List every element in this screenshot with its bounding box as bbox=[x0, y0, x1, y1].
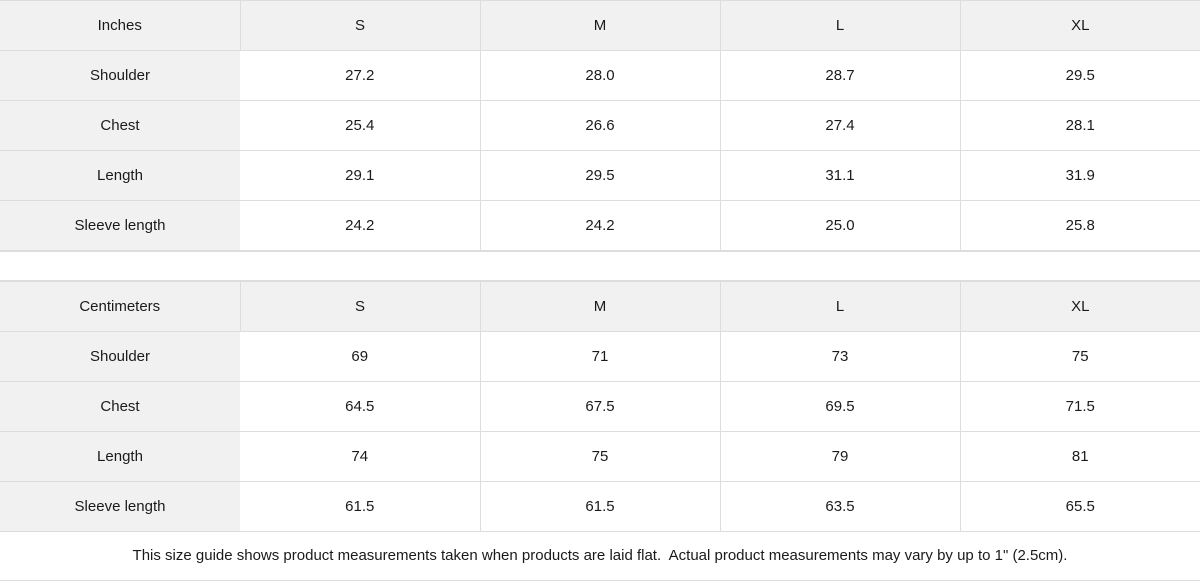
table-row: Length 74 75 79 81 bbox=[0, 431, 1200, 482]
cell-length-m: 75 bbox=[479, 431, 720, 482]
cell-chest-l: 69.5 bbox=[719, 381, 960, 432]
cell-length-m: 29.5 bbox=[479, 150, 720, 201]
cell-shoulder-m: 28.0 bbox=[479, 50, 720, 101]
table-row: Sleeve length 61.5 61.5 63.5 65.5 bbox=[0, 481, 1200, 532]
cell-length-l: 79 bbox=[719, 431, 960, 482]
table-row: Sleeve length 24.2 24.2 25.0 25.8 bbox=[0, 200, 1200, 251]
table-row: Chest 25.4 26.6 27.4 28.1 bbox=[0, 100, 1200, 151]
size-guide-footnote-text: This size guide shows product measuremen… bbox=[132, 547, 1068, 565]
row-label-length: Length bbox=[0, 431, 240, 482]
row-label-length: Length bbox=[0, 150, 240, 201]
row-label-shoulder: Shoulder bbox=[0, 331, 240, 382]
size-table-inches-body: Shoulder 27.2 28.0 28.7 29.5 Chest 25.4 … bbox=[0, 50, 1200, 251]
cell-length-xl: 31.9 bbox=[959, 150, 1200, 201]
cell-sleeve-length-s: 61.5 bbox=[240, 481, 480, 532]
cell-shoulder-s: 69 bbox=[240, 331, 480, 382]
cell-chest-m: 67.5 bbox=[479, 381, 720, 432]
cell-chest-s: 64.5 bbox=[240, 381, 480, 432]
cell-chest-s: 25.4 bbox=[240, 100, 480, 151]
table-row: Shoulder 27.2 28.0 28.7 29.5 bbox=[0, 50, 1200, 101]
cell-chest-xl: 71.5 bbox=[959, 381, 1200, 432]
cell-chest-m: 26.6 bbox=[479, 100, 720, 151]
table-row: Shoulder 69 71 73 75 bbox=[0, 331, 1200, 382]
size-table-centimeters-head: Centimeters S M L XL bbox=[0, 281, 1200, 332]
column-header-m: M bbox=[479, 0, 720, 51]
unit-label-centimeters: Centimeters bbox=[0, 281, 240, 332]
row-label-chest: Chest bbox=[0, 100, 240, 151]
cell-shoulder-xl: 29.5 bbox=[959, 50, 1200, 101]
cell-sleeve-length-xl: 25.8 bbox=[959, 200, 1200, 251]
unit-label-inches: Inches bbox=[0, 0, 240, 51]
cell-sleeve-length-l: 25.0 bbox=[719, 200, 960, 251]
table-row: Length 29.1 29.5 31.1 31.9 bbox=[0, 150, 1200, 201]
cell-shoulder-m: 71 bbox=[479, 331, 720, 382]
row-label-sleeve-length: Sleeve length bbox=[0, 200, 240, 251]
cell-shoulder-xl: 75 bbox=[959, 331, 1200, 382]
row-label-chest: Chest bbox=[0, 381, 240, 432]
cell-shoulder-l: 28.7 bbox=[719, 50, 960, 101]
table-header-row: Centimeters S M L XL bbox=[0, 281, 1200, 332]
table-header-row: Inches S M L XL bbox=[0, 0, 1200, 51]
row-label-shoulder: Shoulder bbox=[0, 50, 240, 101]
table-separator bbox=[0, 251, 1200, 281]
column-header-s: S bbox=[239, 281, 480, 332]
column-header-m: M bbox=[479, 281, 720, 332]
cell-length-s: 74 bbox=[240, 431, 480, 482]
cell-shoulder-l: 73 bbox=[719, 331, 960, 382]
cell-sleeve-length-xl: 65.5 bbox=[959, 481, 1200, 532]
size-guide-footnote-row: This size guide shows product measuremen… bbox=[0, 532, 1200, 581]
cell-shoulder-s: 27.2 bbox=[240, 50, 480, 101]
column-header-xl: XL bbox=[959, 0, 1200, 51]
cell-sleeve-length-m: 24.2 bbox=[479, 200, 720, 251]
size-table-inches-head: Inches S M L XL bbox=[0, 0, 1200, 51]
cell-length-xl: 81 bbox=[959, 431, 1200, 482]
cell-length-s: 29.1 bbox=[240, 150, 480, 201]
cell-sleeve-length-s: 24.2 bbox=[240, 200, 480, 251]
cell-chest-l: 27.4 bbox=[719, 100, 960, 151]
size-table-inches: Inches S M L XL Shoulder 27.2 28.0 28.7 … bbox=[0, 0, 1200, 251]
column-header-l: L bbox=[719, 281, 960, 332]
size-table-centimeters: Centimeters S M L XL Shoulder 69 71 73 7… bbox=[0, 281, 1200, 532]
cell-chest-xl: 28.1 bbox=[959, 100, 1200, 151]
column-header-xl: XL bbox=[959, 281, 1200, 332]
row-label-sleeve-length: Sleeve length bbox=[0, 481, 240, 532]
cell-sleeve-length-l: 63.5 bbox=[719, 481, 960, 532]
size-table-centimeters-body: Shoulder 69 71 73 75 Chest 64.5 67.5 69.… bbox=[0, 331, 1200, 532]
table-row: Chest 64.5 67.5 69.5 71.5 bbox=[0, 381, 1200, 432]
column-header-s: S bbox=[239, 0, 480, 51]
cell-sleeve-length-m: 61.5 bbox=[479, 481, 720, 532]
cell-length-l: 31.1 bbox=[719, 150, 960, 201]
column-header-l: L bbox=[719, 0, 960, 51]
